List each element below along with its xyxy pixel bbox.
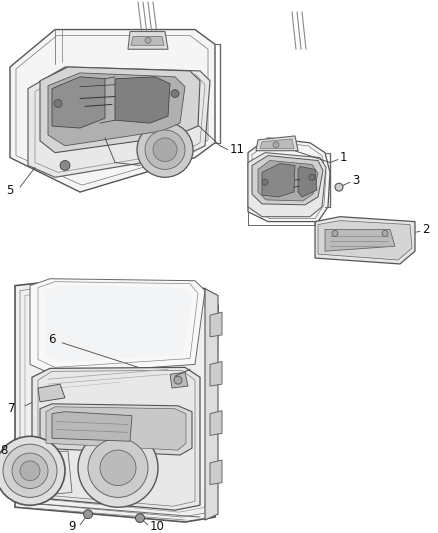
- Polygon shape: [210, 460, 222, 484]
- Text: 2: 2: [422, 223, 430, 236]
- Polygon shape: [115, 77, 170, 123]
- Polygon shape: [52, 77, 105, 128]
- Circle shape: [382, 230, 388, 236]
- Circle shape: [174, 376, 182, 384]
- Circle shape: [335, 183, 343, 191]
- Polygon shape: [318, 221, 412, 260]
- Polygon shape: [131, 36, 164, 45]
- Polygon shape: [28, 67, 210, 177]
- Polygon shape: [210, 361, 222, 386]
- Circle shape: [171, 90, 179, 98]
- Circle shape: [137, 122, 193, 177]
- Polygon shape: [248, 138, 330, 222]
- Circle shape: [262, 179, 268, 185]
- Polygon shape: [325, 230, 395, 251]
- Polygon shape: [248, 152, 326, 217]
- Polygon shape: [315, 217, 415, 264]
- Text: 1: 1: [340, 151, 347, 164]
- Text: 9: 9: [68, 520, 75, 533]
- Circle shape: [60, 160, 70, 171]
- Polygon shape: [46, 407, 186, 450]
- Circle shape: [135, 514, 145, 522]
- Text: 8: 8: [0, 443, 7, 457]
- Circle shape: [12, 453, 48, 489]
- Polygon shape: [15, 281, 218, 522]
- Polygon shape: [32, 367, 200, 510]
- Polygon shape: [30, 279, 205, 374]
- Polygon shape: [52, 411, 132, 441]
- Polygon shape: [256, 136, 298, 151]
- Polygon shape: [298, 166, 317, 197]
- Circle shape: [145, 37, 151, 43]
- Polygon shape: [38, 384, 65, 402]
- Polygon shape: [40, 67, 200, 152]
- Circle shape: [332, 230, 338, 236]
- Polygon shape: [40, 404, 192, 455]
- Circle shape: [88, 438, 148, 497]
- Polygon shape: [45, 286, 192, 362]
- Polygon shape: [210, 312, 222, 337]
- Circle shape: [100, 450, 136, 486]
- Circle shape: [145, 130, 185, 169]
- Text: 6: 6: [48, 333, 56, 346]
- Circle shape: [3, 444, 57, 497]
- Circle shape: [78, 429, 158, 507]
- Text: 7: 7: [8, 402, 15, 415]
- Text: 10: 10: [150, 520, 165, 533]
- Polygon shape: [258, 160, 318, 201]
- Polygon shape: [205, 288, 218, 520]
- Circle shape: [153, 138, 177, 161]
- Circle shape: [84, 510, 92, 519]
- Text: 3: 3: [352, 174, 359, 187]
- Text: 5: 5: [6, 183, 14, 197]
- Polygon shape: [128, 31, 168, 49]
- Polygon shape: [252, 156, 323, 205]
- Circle shape: [309, 174, 315, 180]
- Circle shape: [54, 100, 62, 107]
- Circle shape: [0, 437, 65, 505]
- Text: 11: 11: [230, 143, 245, 156]
- Circle shape: [20, 461, 40, 481]
- Polygon shape: [10, 29, 215, 192]
- Polygon shape: [170, 372, 188, 388]
- Polygon shape: [48, 73, 185, 146]
- Circle shape: [273, 142, 279, 148]
- Polygon shape: [210, 411, 222, 435]
- Polygon shape: [262, 164, 295, 197]
- Polygon shape: [260, 139, 294, 149]
